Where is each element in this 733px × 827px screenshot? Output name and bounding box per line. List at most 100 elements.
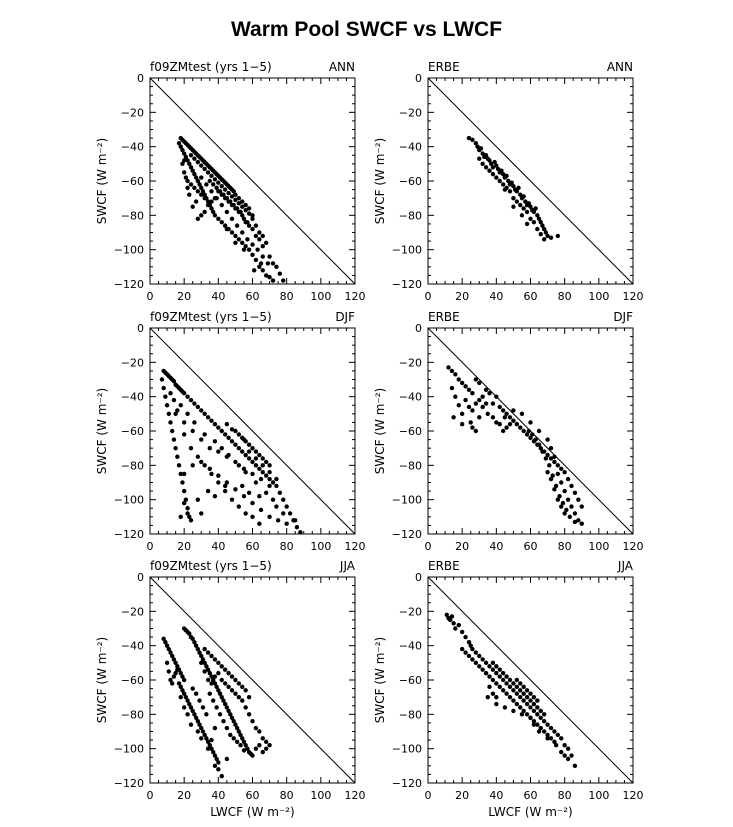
- data-point: [171, 674, 177, 679]
- data-point: [212, 439, 218, 444]
- data-point: [250, 252, 255, 258]
- data-point: [185, 185, 190, 191]
- data-point: [229, 674, 235, 679]
- data-point: [190, 636, 195, 641]
- data-point: [190, 428, 195, 434]
- data-point: [205, 667, 211, 672]
- y-tick-label: −100: [392, 743, 422, 756]
- data-point: [192, 156, 197, 161]
- x-tick-label: 120: [345, 789, 366, 802]
- data-point: [260, 749, 265, 755]
- y-tick-label: −40: [121, 141, 144, 154]
- data-point: [456, 403, 461, 408]
- data-point: [562, 488, 567, 494]
- data-point: [535, 722, 540, 727]
- data-point: [212, 681, 218, 686]
- data-point: [552, 459, 557, 465]
- y-tick-label: 0: [137, 72, 144, 85]
- data-point: [166, 669, 171, 674]
- data-point: [545, 233, 550, 239]
- data-point: [229, 688, 235, 693]
- data-point: [507, 694, 513, 700]
- data-point: [178, 514, 183, 520]
- data-point: [260, 463, 265, 468]
- data-point: [528, 420, 533, 425]
- data-point: [246, 456, 252, 461]
- data-point: [453, 394, 458, 399]
- data-point: [188, 705, 194, 710]
- data-point: [202, 195, 207, 201]
- data-point: [241, 437, 247, 442]
- data-point: [236, 201, 242, 206]
- data-point: [250, 242, 255, 247]
- data-point: [253, 257, 259, 263]
- data-point: [480, 667, 485, 672]
- x-tick-label: 20: [455, 789, 469, 802]
- x-tick-label: 0: [425, 540, 432, 553]
- data-point: [485, 694, 490, 700]
- data-point: [246, 442, 252, 447]
- data-point: [221, 192, 226, 197]
- data-point: [500, 677, 506, 683]
- x-tick-label: 40: [211, 290, 225, 303]
- data-point: [507, 415, 513, 420]
- data-point: [224, 725, 230, 731]
- data-point: [250, 459, 255, 465]
- data-point: [219, 220, 224, 225]
- data-point: [449, 385, 455, 391]
- data-point: [463, 634, 468, 640]
- data-point: [572, 763, 578, 769]
- data-point: [216, 180, 221, 185]
- data-point: [470, 657, 475, 662]
- data-point: [217, 691, 223, 696]
- data-point: [466, 404, 472, 410]
- data-point: [192, 640, 197, 645]
- data-point: [555, 497, 561, 502]
- data-point: [199, 408, 204, 413]
- data-point: [538, 220, 543, 225]
- data-point: [199, 175, 204, 180]
- data-point: [216, 425, 221, 430]
- data-point: [263, 459, 269, 465]
- data-point: [483, 660, 489, 666]
- data-point: [564, 507, 569, 513]
- data-point: [205, 677, 211, 683]
- data-point: [246, 247, 252, 252]
- data-point: [243, 705, 248, 710]
- data-point: [240, 449, 245, 454]
- data-point: [294, 524, 300, 530]
- data-point: [562, 470, 567, 475]
- data-point: [497, 178, 502, 184]
- data-point: [240, 684, 245, 690]
- data-point: [526, 201, 531, 206]
- data-point: [446, 365, 451, 370]
- reference-line: [149, 327, 356, 535]
- data-point: [190, 204, 195, 209]
- data-point: [234, 739, 240, 744]
- data-point: [541, 712, 547, 717]
- data-point: [552, 729, 557, 734]
- data-point: [231, 736, 236, 741]
- data-point: [212, 177, 218, 182]
- data-point: [226, 670, 231, 676]
- x-tick-label: 80: [280, 789, 294, 802]
- data-point: [250, 753, 255, 758]
- data-point: [202, 192, 207, 197]
- data-point: [222, 701, 228, 707]
- data-point: [267, 463, 272, 468]
- data-point: [480, 657, 485, 662]
- data-point: [214, 684, 219, 690]
- y-tick-label: −100: [114, 244, 144, 257]
- data-point: [260, 233, 265, 239]
- data-point: [576, 497, 581, 502]
- x-tick-label: 60: [524, 290, 538, 303]
- data-point: [238, 209, 243, 215]
- x-tick-label: 100: [310, 540, 331, 553]
- data-point: [579, 504, 584, 509]
- data-point: [565, 476, 571, 482]
- data-point: [507, 684, 513, 690]
- data-point: [511, 688, 516, 693]
- x-tick-label: 100: [588, 789, 609, 802]
- data-point: [233, 487, 238, 492]
- data-point: [233, 722, 238, 727]
